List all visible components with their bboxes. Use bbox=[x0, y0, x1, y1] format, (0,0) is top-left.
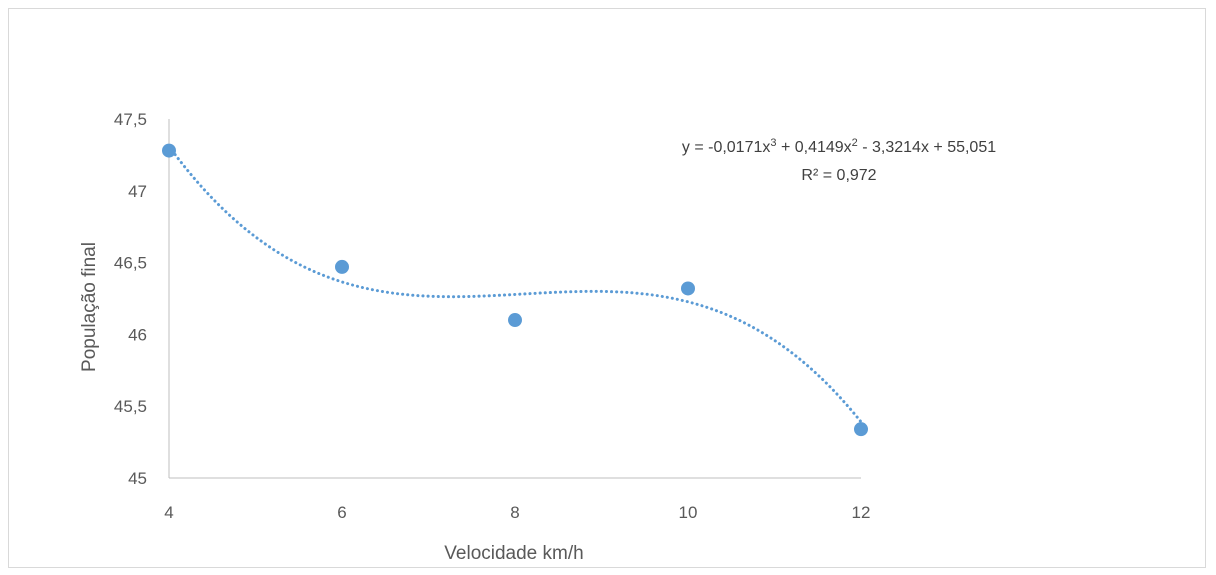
y-tick-label: 46,5 bbox=[114, 254, 147, 273]
x-tick-label: 12 bbox=[852, 503, 871, 522]
y-tick-label: 47 bbox=[128, 182, 147, 201]
y-tick-label: 46 bbox=[128, 325, 147, 344]
data-point bbox=[681, 281, 695, 296]
x-axis-ticks: 4 6 8 10 12 bbox=[164, 503, 870, 522]
x-tick-label: 8 bbox=[510, 503, 519, 522]
x-tick-label: 6 bbox=[337, 503, 346, 522]
y-tick-label: 45 bbox=[128, 469, 147, 488]
y-axis-title: População final bbox=[79, 242, 100, 372]
y-tick-label: 47,5 bbox=[114, 110, 147, 129]
x-axis-title: Velocidade km/h bbox=[444, 543, 583, 564]
data-point bbox=[854, 422, 868, 437]
data-points bbox=[162, 143, 868, 437]
y-tick-label: 45,5 bbox=[114, 397, 147, 416]
x-tick-label: 4 bbox=[164, 503, 173, 522]
data-point bbox=[508, 313, 522, 328]
data-point bbox=[162, 143, 176, 158]
axes bbox=[168, 119, 861, 479]
data-point bbox=[335, 259, 349, 274]
trendline-equation: y = -0,0171x3 + 0,4149x2 - 3,3214x + 55,… bbox=[682, 137, 996, 156]
trendline bbox=[167, 144, 863, 424]
r-squared-label: R² = 0,972 bbox=[801, 167, 876, 184]
chart-area: 45 45,5 46 46,5 47 47,5 4 6 8 10 12 População fin… bbox=[8, 8, 1206, 568]
y-axis-ticks: 45 45,5 46 46,5 47 47,5 bbox=[114, 110, 147, 488]
x-tick-label: 10 bbox=[679, 503, 698, 522]
